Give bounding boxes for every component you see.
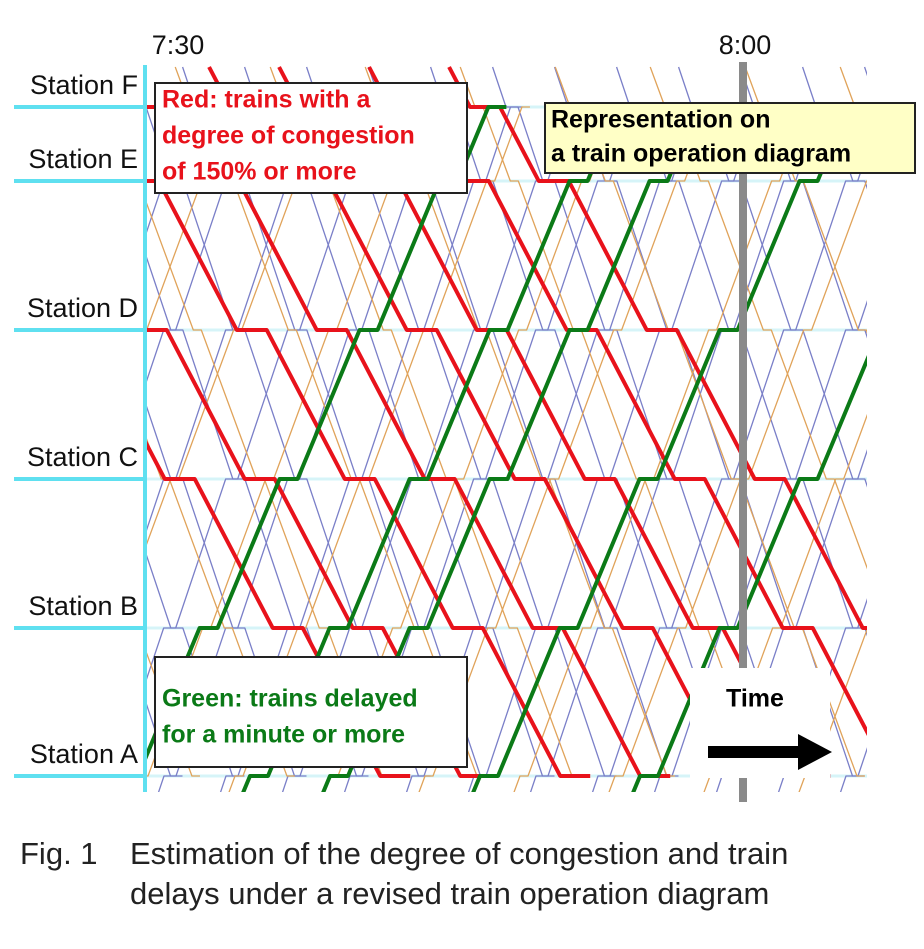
train-line: [147, 438, 295, 777]
train-line: [147, 179, 591, 778]
caption-label: Fig. 1: [20, 836, 98, 871]
station-label: Station C: [27, 442, 138, 472]
train-line: [0, 67, 10, 776]
station-label: Station E: [28, 144, 138, 174]
callout-box: [544, 102, 916, 174]
train-line: [147, 328, 491, 778]
train-line: [321, 105, 717, 792]
train-line: [147, 440, 411, 778]
train-line: [147, 405, 307, 777]
arrow-label: Time: [726, 685, 784, 713]
legend-box: [154, 82, 468, 194]
station-label: Station A: [30, 739, 138, 769]
station-label: Station B: [28, 591, 138, 621]
callout: Representation on a train operation diag…: [544, 102, 916, 174]
now-marker: [739, 62, 747, 802]
legend-text: Green: trains delayed: [162, 685, 418, 713]
time-arrow: Time: [690, 668, 832, 778]
train-line: [241, 105, 637, 792]
station-label: Station F: [30, 70, 138, 100]
train-line: [147, 202, 390, 777]
time-label: 7:30: [152, 30, 205, 60]
train-line: [471, 105, 867, 792]
station-labels: Station F Station E Station D Station C Stat…: [14, 70, 145, 778]
legend-box: [154, 656, 468, 768]
train-line: [418, 106, 720, 792]
legend-text: degree of congestion: [162, 122, 415, 150]
caption-text: delays under a revised train operation d…: [130, 876, 769, 911]
train-line: [147, 554, 245, 777]
caption-text: Estimation of the degree of congestion a…: [130, 836, 788, 871]
legend-text: for a minute or more: [162, 721, 405, 749]
train-line: [0, 107, 26, 816]
station-label: Station D: [27, 293, 138, 323]
green-legend: Green: trains delayed for a minute or mo…: [154, 656, 468, 768]
train-line: [631, 355, 867, 792]
train-line: [147, 256, 369, 777]
red-legend: Red: trains with a degree of congestion …: [154, 82, 468, 194]
legend-text: of 150% or more: [162, 158, 357, 186]
callout-text: a train operation diagram: [551, 140, 851, 168]
train-line: [885, 107, 924, 816]
legend-text: Red: trains with a: [162, 86, 371, 114]
train-line: [895, 107, 924, 816]
train-line: [608, 180, 867, 792]
time-label: 8:00: [719, 30, 772, 60]
arrow-head: [798, 734, 832, 770]
callout-text: Representation on: [551, 106, 770, 134]
